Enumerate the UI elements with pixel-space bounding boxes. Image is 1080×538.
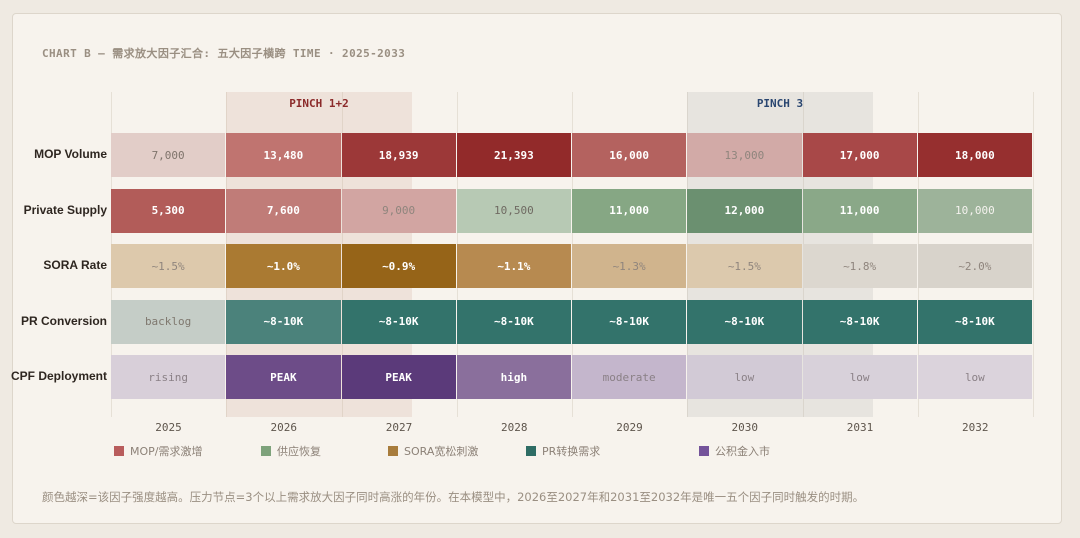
pinch-label: PINCH 3 bbox=[756, 97, 804, 110]
legend-swatch bbox=[526, 446, 536, 456]
heatmap-cell: ~8-10K bbox=[802, 299, 917, 344]
legend-swatch bbox=[114, 446, 124, 456]
heatmap-cell: PEAK bbox=[341, 355, 456, 399]
year-label: 2025 bbox=[155, 421, 182, 434]
legend-swatch bbox=[261, 446, 271, 456]
row-label: SORA Rate bbox=[43, 258, 107, 272]
heatmap-cell: 21,393 bbox=[456, 133, 571, 177]
heatmap-cell: ~1.3% bbox=[572, 244, 687, 288]
legend-swatch bbox=[388, 446, 398, 456]
year-label: 2032 bbox=[962, 421, 989, 434]
year-label: 2027 bbox=[385, 421, 413, 434]
heatmap-cell: ~1.8% bbox=[802, 244, 917, 288]
heatmap-cell: 13,480 bbox=[226, 133, 341, 177]
legend-label: 公积金入市 bbox=[715, 445, 770, 458]
legend-label: MOP/需求激增 bbox=[130, 445, 203, 458]
heatmap-cell: low bbox=[802, 355, 917, 399]
heatmap-cell: ~1.0% bbox=[226, 244, 341, 288]
heatmap-cell: backlog bbox=[111, 299, 226, 344]
heatmap-cell: 7,000 bbox=[111, 133, 226, 177]
heatmap-cell: 17,000 bbox=[802, 133, 917, 177]
heatmap-cell: high bbox=[456, 355, 571, 399]
legend-label: 供应恢复 bbox=[277, 445, 321, 458]
heatmap-cell: ~2.0% bbox=[917, 244, 1032, 288]
legend-item: 公积金入市 bbox=[699, 443, 770, 459]
row-label: CPF Deployment bbox=[10, 369, 107, 383]
grid-line bbox=[1033, 92, 1034, 417]
heatmap-cell: 18,939 bbox=[341, 133, 456, 177]
heatmap-cell: ~8-10K bbox=[687, 299, 802, 344]
heatmap-cell: low bbox=[687, 355, 802, 399]
heatmap-cell: ~8-10K bbox=[341, 299, 456, 344]
year-label: 2028 bbox=[501, 421, 528, 434]
heatmap-cell: 9,000 bbox=[341, 188, 456, 233]
row-label: MOP Volume bbox=[34, 147, 107, 161]
chart-footnote: 颜色越深=该因子强度越高。压力节点=3个以上需求放大因子同时高涨的年份。在本模型… bbox=[42, 490, 865, 504]
heatmap-cell: 13,000 bbox=[687, 133, 802, 177]
heatmap-cell: PEAK bbox=[226, 355, 341, 399]
heatmap-cell: ~1.5% bbox=[111, 244, 226, 288]
legend-item: SORA宽松刺激 bbox=[388, 443, 478, 459]
heatmap-cell: 7,600 bbox=[226, 188, 341, 233]
heatmap-cell: 18,000 bbox=[917, 133, 1032, 177]
legend-item: PR转换需求 bbox=[526, 443, 600, 459]
row-label: Private Supply bbox=[23, 202, 107, 217]
legend-item: 供应恢复 bbox=[261, 443, 321, 459]
year-label: 2030 bbox=[731, 421, 759, 434]
heatmap-cell: 16,000 bbox=[572, 133, 687, 177]
heatmap-cell: ~1.5% bbox=[687, 244, 802, 288]
chart-title: CHART B — 需求放大因子汇合: 五大因子横跨 TIME · 2025-2… bbox=[42, 47, 406, 60]
legend-item: MOP/需求激增 bbox=[114, 443, 203, 459]
heatmap-cell: ~8-10K bbox=[572, 299, 687, 344]
legend-label: SORA宽松刺激 bbox=[404, 445, 479, 458]
heatmap-cell: ~0.9% bbox=[341, 244, 456, 288]
heatmap-cell: 10,500 bbox=[456, 188, 571, 233]
year-label: 2026 bbox=[270, 421, 298, 434]
heatmap-cell: rising bbox=[111, 355, 226, 399]
legend-label: PR转换需求 bbox=[542, 445, 601, 458]
heatmap-cell: ~1.1% bbox=[456, 244, 571, 288]
heatmap-cell: low bbox=[917, 355, 1032, 399]
pinch-label: PINCH 1+2 bbox=[289, 97, 349, 110]
legend-swatch bbox=[699, 446, 709, 456]
heatmap-cell: 5,300 bbox=[111, 188, 226, 233]
heatmap-cell: moderate bbox=[572, 355, 687, 399]
heatmap-cell: 10,000 bbox=[917, 188, 1032, 233]
heatmap-cell: 11,000 bbox=[572, 188, 687, 233]
heatmap-cell: ~8-10K bbox=[226, 299, 341, 344]
heatmap-cell: ~8-10K bbox=[917, 299, 1032, 344]
year-label: 2029 bbox=[616, 421, 643, 434]
heatmap-cell: 12,000 bbox=[687, 188, 802, 233]
row-label: PR Conversion bbox=[20, 313, 107, 328]
heatmap-cell: 11,000 bbox=[802, 188, 917, 233]
year-label: 2031 bbox=[846, 421, 874, 434]
heatmap-cell: ~8-10K bbox=[456, 299, 571, 344]
